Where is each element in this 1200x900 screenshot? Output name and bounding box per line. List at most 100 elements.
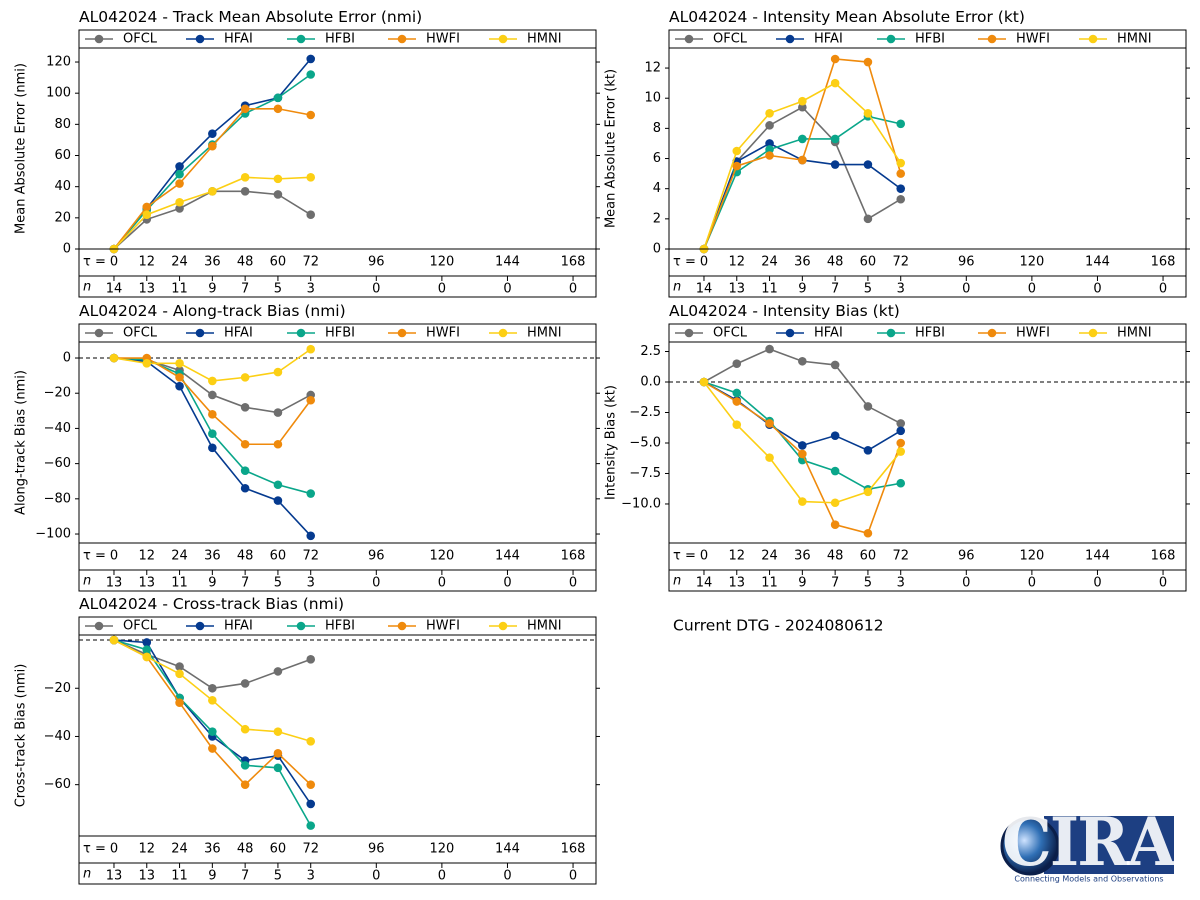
data-point (830, 134, 840, 144)
data-point (896, 438, 906, 448)
data-point (240, 761, 250, 770)
data-point (765, 121, 774, 130)
legend-swatch-marker (195, 621, 205, 631)
n-label: n (673, 574, 681, 589)
data-point (306, 70, 316, 79)
data-point (240, 724, 250, 734)
data-point (699, 377, 709, 387)
data-point (896, 419, 906, 428)
data-point (798, 356, 807, 366)
y-axis-label: Intensity Bias (kt) (604, 385, 619, 500)
legend-swatch-marker (397, 328, 407, 338)
legend-swatch-marker (987, 328, 997, 338)
chart: AL042024 - Along-track Bias (nmi) Along-t… (14, 302, 600, 592)
data-point (240, 104, 250, 114)
x-tick-label: 96 (368, 549, 385, 564)
x-tick-label: 24 (171, 549, 188, 564)
legend-swatch-marker (94, 621, 104, 631)
count-label: 0 (372, 282, 380, 297)
y-tick-label: 0 (63, 351, 71, 366)
count-label: 14 (696, 576, 713, 591)
count-label: 0 (438, 869, 446, 884)
y-tick-label: −40 (44, 729, 71, 744)
legend-label: HFAI (814, 32, 843, 47)
chart: AL042024 - Intensity Mean Absolute Error… (604, 8, 1190, 298)
legend-swatch-marker (498, 328, 508, 338)
x-tick-label: 144 (495, 842, 520, 857)
x-tick-label: 12 (728, 549, 745, 564)
y-tick-label: −40 (44, 421, 71, 436)
legend-label: HFAI (224, 326, 253, 341)
x-tick-label: 48 (827, 255, 844, 270)
data-point (798, 441, 807, 450)
data-point (208, 410, 217, 419)
count-label: 0 (962, 576, 970, 591)
count-label: 11 (171, 282, 188, 297)
legend-label: HFBI (325, 32, 355, 47)
x-tick-label: 168 (561, 255, 586, 270)
x-tick-label: 24 (761, 549, 778, 564)
data-point (863, 214, 873, 224)
count-label: 11 (171, 869, 188, 884)
legend-label: OFCL (713, 326, 748, 341)
data-point (208, 187, 217, 196)
count-frame (78, 862, 597, 885)
x-tick-label: 72 (302, 842, 319, 857)
data-point (273, 93, 283, 103)
x-tick-label: 36 (204, 549, 221, 564)
y-tick-label: −60 (44, 456, 71, 471)
data-point (830, 54, 840, 64)
legend-label: HFBI (325, 326, 355, 341)
x-tick-label: 60 (860, 549, 877, 564)
data-point (142, 358, 152, 368)
data-point (765, 151, 774, 160)
y-tick-label: 2.5 (640, 344, 661, 359)
data-point (863, 487, 873, 497)
x-tick-label: 36 (204, 842, 221, 857)
tau-label: τ = (83, 255, 106, 270)
data-point (273, 367, 283, 377)
count-label: 7 (831, 576, 839, 591)
data-point (798, 497, 807, 506)
y-tick-label: −7.5 (629, 466, 661, 481)
legend-swatch-marker (397, 34, 407, 44)
n-label: n (83, 867, 91, 882)
y-tick-label: 8 (653, 121, 661, 136)
tau-label: τ = (83, 842, 106, 857)
count-label: 14 (106, 282, 123, 297)
count-label: 9 (208, 869, 216, 884)
data-point (896, 158, 906, 168)
series-line (113, 639, 312, 786)
data-point (306, 736, 316, 746)
data-point (175, 373, 184, 382)
legend-swatch-marker (785, 328, 795, 338)
data-point (830, 466, 840, 476)
count-label: 7 (241, 576, 249, 591)
count-label: 3 (307, 282, 315, 297)
y-tick-label: 60 (54, 148, 71, 163)
count-label: 0 (1093, 282, 1101, 297)
count-label: 0 (1159, 282, 1167, 297)
tau-label: τ = (673, 549, 696, 564)
data-point (830, 360, 840, 370)
data-point (863, 108, 873, 118)
data-point (896, 194, 906, 204)
data-point (240, 373, 250, 382)
count-label: 11 (761, 576, 778, 591)
count-label: 7 (241, 282, 249, 297)
y-tick-label: 4 (653, 181, 661, 196)
count-label: 0 (569, 282, 577, 297)
chart: AL042024 - Cross-track Bias (nmi) Cross-t… (14, 595, 600, 885)
data-point (240, 466, 250, 475)
count-label: 0 (1093, 576, 1101, 591)
count-label: 13 (138, 282, 155, 297)
data-point (208, 683, 217, 693)
data-point (273, 763, 283, 773)
data-point (142, 638, 152, 647)
x-tick-label: 0 (110, 549, 118, 564)
x-tick-label: 48 (237, 549, 254, 564)
data-point (863, 57, 873, 67)
y-tick-label: 12 (644, 61, 661, 76)
count-label: 0 (503, 869, 511, 884)
data-point (208, 376, 217, 386)
